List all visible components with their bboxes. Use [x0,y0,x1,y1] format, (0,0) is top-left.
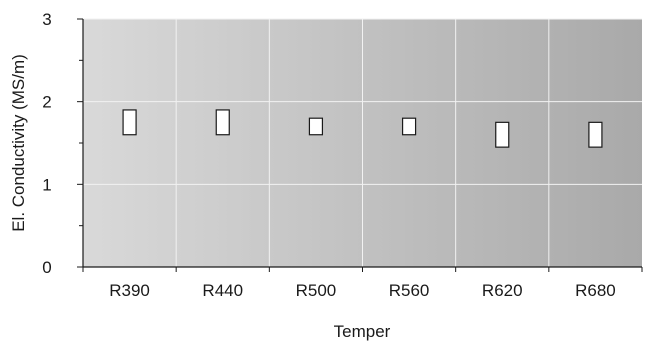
x-tick-label-r620: R620 [482,281,523,300]
y-tick-label: 2 [42,93,51,112]
range-box-r620 [495,121,510,148]
data-boxes [122,109,603,148]
axes [77,18,643,272]
range-box-r680 [588,121,603,148]
range-box-r560 [401,117,417,136]
y-axis-title: El. Conductivity (MS/m) [9,54,28,232]
y-tick-label: 0 [42,258,51,277]
x-tick-label-r500: R500 [296,281,337,300]
range-box-r390 [122,109,137,136]
y-tick-label: 3 [42,10,51,29]
range-box-r500 [308,117,324,136]
x-tick-label-r440: R440 [202,281,243,300]
x-tick-label-r390: R390 [109,281,150,300]
range-box-r440 [215,109,230,136]
x-tick-label-r680: R680 [575,281,616,300]
grid-lines [83,18,642,267]
tick-labels: 0 1 2 3 R390 R440 R500 R560 R620 R680 [42,10,615,300]
x-tick-label-r560: R560 [389,281,430,300]
y-tick-label: 1 [42,175,51,194]
x-axis-title: Temper [334,322,391,341]
